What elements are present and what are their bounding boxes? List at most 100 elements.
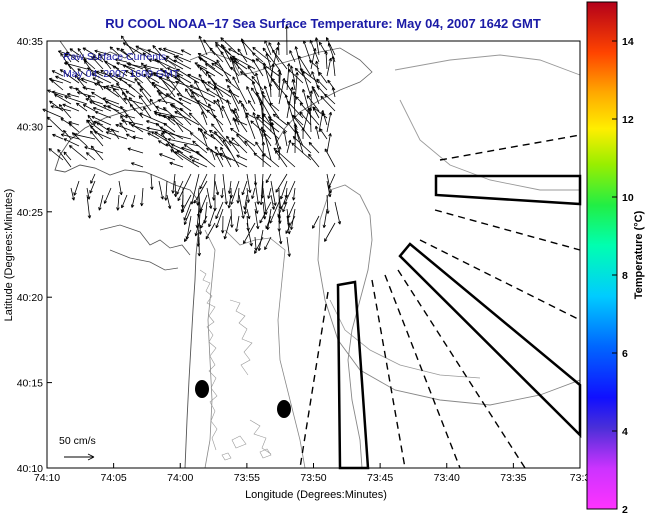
current-vector — [282, 201, 288, 213]
current-vector — [65, 60, 80, 77]
current-vector — [270, 180, 277, 206]
current-vector — [291, 79, 296, 91]
current-vector — [215, 201, 224, 220]
current-vector — [203, 131, 216, 140]
current-vector — [103, 187, 112, 204]
current-vector — [236, 187, 240, 204]
x-tick-label: 73:40 — [434, 472, 460, 484]
current-vector — [251, 187, 256, 200]
current-vector — [158, 75, 176, 98]
current-vector — [285, 25, 289, 56]
current-vector — [314, 125, 320, 140]
current-vector — [116, 194, 120, 211]
current-vector — [159, 126, 184, 140]
current-vector — [200, 215, 208, 229]
current-vector — [156, 90, 184, 105]
current-vector — [48, 77, 64, 84]
current-vector — [320, 95, 336, 112]
current-vector — [282, 130, 288, 147]
current-vector — [132, 135, 144, 140]
current-vector — [247, 99, 256, 112]
x-tick-label: 74:00 — [167, 472, 193, 484]
colorbar-tick-label: 14 — [622, 36, 634, 48]
current-vector — [246, 208, 251, 220]
current-vector — [122, 42, 144, 56]
current-vector — [130, 72, 144, 84]
current-vector — [214, 130, 232, 154]
current-vector — [90, 145, 104, 161]
x-tick-label: 73:35 — [500, 472, 526, 484]
current-vector — [211, 62, 232, 77]
current-vector — [183, 208, 192, 226]
current-vector — [175, 55, 192, 63]
current-vector — [158, 180, 164, 200]
current-vector — [80, 77, 96, 84]
current-vector — [312, 215, 320, 229]
current-vector — [255, 141, 264, 154]
current-vector — [109, 46, 120, 56]
current-vector — [308, 107, 313, 133]
current-vector — [230, 127, 256, 147]
current-vector — [121, 119, 144, 126]
current-vector — [151, 82, 168, 91]
current-vector — [90, 173, 96, 184]
current-vector — [94, 49, 112, 56]
current-vector — [205, 147, 232, 161]
current-vector — [255, 58, 280, 77]
current-vector — [229, 56, 240, 84]
current-vector — [206, 187, 213, 209]
inset-line-2: May 04, 2007 1600 GMT — [63, 68, 180, 80]
current-vector — [125, 133, 136, 140]
current-vector — [194, 80, 208, 105]
current-vector — [191, 91, 208, 119]
current-vector — [294, 46, 304, 77]
current-vector — [89, 101, 112, 112]
current-vector — [92, 55, 104, 63]
current-vector — [220, 51, 232, 70]
current-vector — [236, 154, 248, 161]
colorbar-tick-label: 2 — [622, 504, 628, 515]
current-vector — [94, 82, 112, 91]
current-vector — [62, 103, 80, 112]
current-vector — [147, 49, 160, 56]
current-vector — [190, 95, 208, 112]
current-vector — [286, 63, 291, 91]
current-vector — [254, 236, 264, 254]
current-vector — [278, 71, 282, 98]
current-vector — [98, 194, 104, 211]
figure-title: RU COOL NOAA−17 Sea Surface Temperature:… — [105, 16, 541, 31]
current-vector — [241, 180, 248, 196]
inset-line-1: Raw Surface Currents — [63, 51, 166, 63]
current-vector — [154, 58, 176, 70]
current-vector — [75, 87, 88, 98]
current-vector — [165, 93, 192, 112]
current-vector — [174, 151, 200, 168]
current-vector — [227, 84, 240, 105]
current-vector — [216, 59, 232, 84]
current-vector — [194, 62, 208, 70]
current-vector — [122, 64, 144, 77]
current-vector — [191, 159, 208, 168]
map-panel: Raw Surface Currents May 04, 2007 1600 G… — [42, 25, 582, 470]
current-vector — [196, 65, 216, 77]
current-vector — [107, 105, 128, 119]
current-vector — [215, 152, 224, 168]
current-vector — [86, 67, 104, 77]
current-vector — [130, 124, 152, 133]
current-vector — [75, 102, 88, 112]
current-vector — [150, 131, 176, 147]
current-vector — [238, 194, 245, 219]
current-vector — [256, 91, 272, 119]
current-vector — [213, 82, 240, 98]
current-vector — [334, 201, 342, 225]
current-vector — [110, 84, 128, 91]
current-vector — [112, 65, 128, 77]
current-vector — [220, 187, 224, 199]
current-vector — [208, 129, 224, 140]
current-vector — [247, 65, 256, 77]
current-vector — [70, 187, 75, 201]
current-vector — [174, 111, 200, 126]
shelf-contour — [399, 99, 580, 191]
current-vector — [57, 148, 72, 168]
current-vector — [66, 92, 80, 98]
